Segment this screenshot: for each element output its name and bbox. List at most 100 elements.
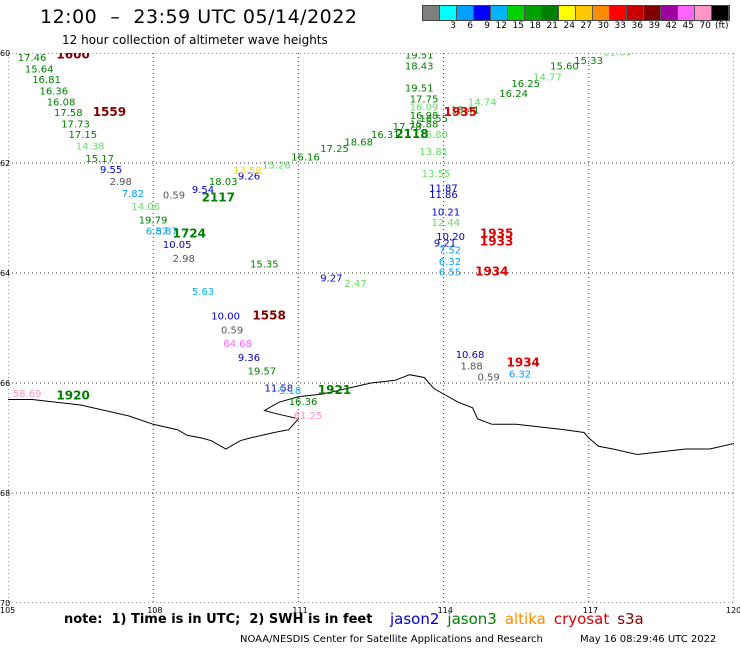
color-scale-bar [422, 5, 730, 21]
wave-height-label: 0.59 [478, 372, 500, 383]
color-swatch [440, 6, 457, 20]
wave-height-label: 11.86 [429, 190, 458, 201]
y-tick-label: 64 [0, 269, 11, 278]
pass-time-label: 1935 [444, 105, 477, 119]
wave-height-label: 19.57 [248, 367, 277, 378]
y-tick-label: 70 [0, 599, 11, 608]
legend-entry-jason3: jason3 [447, 610, 497, 628]
wave-height-label: 9.21 [434, 239, 456, 250]
color-scale-label: 39 [648, 21, 660, 31]
pass-time-label: 1724 [173, 226, 206, 240]
wave-height-label: 14.06 [131, 202, 160, 213]
pass-time-label: 1935 [480, 226, 513, 240]
color-scale-label: 15 [512, 21, 524, 31]
wave-height-label: 58.69 [13, 389, 42, 400]
x-tick-label: 120 [726, 606, 740, 615]
wave-height-label: 17.58 [54, 108, 83, 119]
pass-time-label: 1920 [56, 389, 89, 403]
wave-height-label: 10.21 [432, 207, 461, 218]
wave-height-label: 9.27 [320, 273, 342, 284]
color-scale-label: 12 [495, 21, 507, 31]
timestamp: May 16 08:29:46 UTC 2022 [580, 634, 717, 645]
legend-entry-altika: altika [504, 610, 546, 628]
x-tick-label: 105 [0, 606, 16, 615]
color-scale-label: 18 [529, 21, 541, 31]
wave-height-label: 5.18 [279, 386, 301, 397]
wave-height-label: 17.78 [393, 122, 422, 133]
page-title: 12:00 – 23:59 UTC 05/14/2022 [40, 6, 358, 28]
wave-height-label: 16.81 [32, 75, 61, 86]
wave-height-label: 18.68 [344, 137, 373, 148]
wave-height-label: 61.25 [294, 411, 323, 422]
wave-height-label: 19.51 [405, 53, 434, 62]
x-tick-label: 108 [147, 606, 163, 615]
color-scale-label: 70 [699, 21, 711, 31]
color-swatch [525, 6, 542, 20]
wave-height-label: 14.38 [76, 141, 105, 152]
color-scale-label: 30 [597, 21, 609, 31]
wave-height-label: 15.35 [250, 260, 279, 271]
chart-area: 17.46 15.64 16.81 16.36 16.08 17.58 17.73 17.15… [7, 48, 735, 607]
wave-height-label: 2.98 [110, 177, 132, 188]
wave-height-label: 17.73 [61, 119, 90, 130]
wave-height-label: 9.36 [238, 353, 260, 364]
wave-height-label: 17.75 [410, 95, 439, 106]
wave-height-label: 2.98 [173, 254, 195, 265]
x-tick-label: 114 [437, 606, 453, 615]
x-tick-label: 117 [582, 606, 599, 615]
color-swatch [661, 6, 678, 20]
color-swatch [610, 6, 627, 20]
color-scale-label: 6 [467, 21, 473, 31]
color-swatch [593, 6, 610, 20]
wave-height-label: 17.15 [69, 130, 98, 141]
credit-line: NOAA/NESDIS Center for Satellite Applica… [240, 634, 543, 645]
wave-height-label: 7.82 [122, 189, 144, 200]
wave-height-label: 5.87 [156, 227, 178, 238]
pass-time-label: 2118 [395, 127, 428, 141]
wave-height-label: 5.63 [192, 287, 214, 298]
color-scale-label: 36 [631, 21, 643, 31]
wave-height-label: 6.32 [439, 257, 461, 268]
coastline [8, 374, 735, 456]
wave-height-label: 15.41 [451, 106, 480, 117]
wave-height-label: 16.55 [419, 114, 448, 125]
wave-height-label: 15.80 [419, 130, 448, 141]
color-swatch [542, 6, 559, 20]
pass-time-label: 2117 [202, 191, 235, 205]
wave-height-label: 16.24 [499, 89, 528, 100]
color-swatch [678, 6, 695, 20]
x-tick-label: 111 [292, 606, 308, 615]
wave-height-label: 10.00 [211, 312, 240, 323]
wave-height-label: 2.47 [344, 279, 366, 290]
color-scale-label: 27 [580, 21, 592, 31]
color-scale-label: 33 [614, 21, 626, 31]
wave-height-label: 16.98 [410, 111, 439, 122]
legend-entry-jason2: jason2 [390, 610, 440, 628]
color-scale-unit: (ft) [715, 21, 729, 31]
color-swatch [423, 6, 440, 20]
wave-height-label: 7.52 [439, 246, 461, 257]
wave-height-label: 6.32 [509, 370, 531, 381]
pass-time-label: 1558 [252, 309, 285, 323]
color-swatch [576, 6, 593, 20]
color-swatch [508, 6, 525, 20]
wave-height-label: 14.74 [468, 97, 497, 108]
color-swatch [695, 6, 712, 20]
wave-height-label: 0.59 [163, 191, 185, 202]
wave-height-label: 16.09 [410, 103, 439, 114]
footnote: note: 1) Time is in UTC; 2) SWH is in fe… [64, 612, 373, 627]
y-tick-label: 68 [0, 489, 11, 498]
wave-height-label: 15.64 [25, 64, 54, 75]
color-scale-label: 9 [484, 21, 490, 31]
pass-time-label: 1559 [93, 105, 126, 119]
color-scale-label: 21 [546, 21, 558, 31]
wave-height-label: 15.88 [410, 119, 439, 130]
wave-height-label: 14.77 [533, 73, 562, 84]
wave-height-label: 1.88 [461, 361, 483, 372]
wave-height-label: 19.79 [139, 216, 168, 227]
wave-height-label: 18.43 [405, 62, 434, 73]
wave-height-label: 11.58 [265, 383, 294, 394]
y-tick-label: 62 [0, 159, 11, 168]
wave-height-label: 6.87 [146, 227, 168, 238]
wave-height-label: 64.68 [223, 339, 252, 350]
